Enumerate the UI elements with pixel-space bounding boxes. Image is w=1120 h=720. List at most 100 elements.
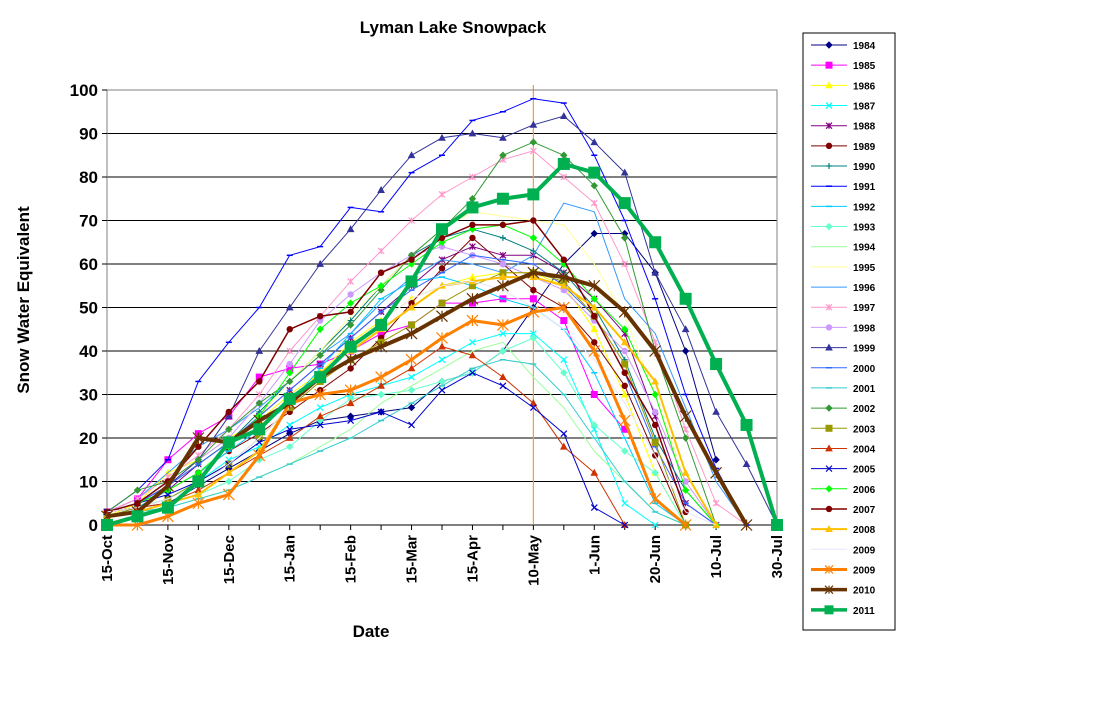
data-point bbox=[591, 339, 598, 346]
data-point bbox=[621, 369, 628, 376]
data-point bbox=[283, 392, 296, 405]
legend-item: 2008 bbox=[811, 525, 876, 536]
data-point bbox=[469, 234, 476, 242]
legend-marker bbox=[825, 102, 833, 109]
data-point bbox=[438, 342, 446, 350]
data-point bbox=[560, 369, 568, 377]
legend-label: 1985 bbox=[853, 61, 876, 72]
data-point bbox=[560, 317, 568, 325]
y-tick-label: 50 bbox=[79, 299, 98, 318]
data-point bbox=[529, 138, 538, 146]
series-line bbox=[106, 219, 687, 513]
x-tick-label: 15-Mar bbox=[404, 535, 421, 584]
legend-label: 1997 bbox=[853, 303, 876, 314]
legend-label: 1996 bbox=[853, 283, 876, 294]
data-point bbox=[588, 166, 601, 179]
data-point bbox=[346, 399, 355, 407]
data-point bbox=[529, 330, 537, 338]
x-tick-label: 10-Jul bbox=[708, 535, 725, 578]
data-point bbox=[621, 260, 629, 268]
legend-item: 2009 bbox=[811, 545, 876, 556]
legend-marker bbox=[825, 303, 833, 311]
data-point bbox=[255, 399, 263, 407]
y-tick-label: 70 bbox=[79, 212, 98, 231]
y-tick-label: 100 bbox=[70, 81, 98, 100]
legend-label: 1986 bbox=[853, 81, 876, 92]
data-point bbox=[621, 325, 629, 333]
x-tick-label: 15-Jan bbox=[282, 535, 299, 583]
data-point bbox=[377, 286, 385, 294]
data-point bbox=[469, 221, 476, 229]
data-point bbox=[316, 351, 324, 360]
legend-marker bbox=[825, 465, 833, 473]
data-point bbox=[436, 223, 448, 236]
data-point bbox=[651, 408, 659, 416]
data-point bbox=[438, 377, 446, 386]
data-point bbox=[496, 318, 509, 331]
data-point bbox=[621, 521, 629, 529]
legend-item: 2000 bbox=[811, 364, 876, 375]
legend-item: 1999 bbox=[811, 343, 876, 355]
y-tick-label: 20 bbox=[79, 429, 98, 448]
data-point bbox=[621, 347, 628, 355]
legend-item: 1988 bbox=[811, 122, 876, 133]
x-tick-label: 20-Jun bbox=[647, 535, 664, 583]
data-point bbox=[225, 425, 233, 434]
data-point bbox=[649, 492, 662, 505]
data-point bbox=[590, 303, 599, 311]
data-point bbox=[438, 265, 446, 272]
data-point bbox=[499, 221, 507, 229]
legend-item: 1992 bbox=[811, 202, 876, 213]
data-point bbox=[316, 325, 324, 333]
data-point bbox=[194, 490, 203, 498]
data-point bbox=[346, 299, 355, 307]
data-point bbox=[590, 295, 598, 303]
data-point bbox=[377, 269, 385, 276]
data-point bbox=[466, 314, 479, 327]
data-point bbox=[496, 192, 509, 205]
legend-label: 1984 bbox=[853, 41, 876, 52]
data-point bbox=[344, 384, 357, 397]
data-point bbox=[621, 447, 629, 455]
series-2009 bbox=[101, 301, 692, 531]
data-point bbox=[529, 120, 538, 128]
data-point bbox=[559, 281, 568, 289]
series-line bbox=[106, 372, 625, 526]
data-point bbox=[316, 313, 324, 320]
legend-item: 2006 bbox=[811, 485, 876, 496]
data-point bbox=[375, 318, 388, 331]
legend-item: 1994 bbox=[811, 243, 876, 254]
y-tick-label: 60 bbox=[79, 255, 98, 274]
data-point bbox=[590, 391, 598, 398]
data-point bbox=[222, 436, 235, 449]
data-point bbox=[286, 425, 294, 433]
legend-label: 2000 bbox=[853, 364, 876, 375]
data-point bbox=[253, 423, 266, 436]
data-point bbox=[560, 356, 568, 364]
data-point bbox=[771, 519, 783, 531]
data-point bbox=[255, 346, 264, 354]
legend-label: 2007 bbox=[853, 505, 876, 516]
data-point bbox=[192, 475, 205, 488]
data-point bbox=[499, 330, 507, 338]
data-point bbox=[621, 360, 629, 368]
data-point bbox=[192, 432, 205, 444]
data-point bbox=[468, 129, 477, 137]
data-point bbox=[681, 347, 690, 355]
legend-marker bbox=[825, 41, 833, 49]
x-axis-ticks: 15-Oct 15-Nov 15-Dec 15-Jan 15-Feb 15-Mar 15-A… bbox=[99, 525, 786, 586]
data-point bbox=[256, 378, 263, 385]
data-point bbox=[347, 308, 354, 316]
x-axis-label: Date bbox=[353, 622, 390, 641]
data-point bbox=[651, 438, 659, 446]
legend-label: 1994 bbox=[853, 243, 876, 254]
data-point bbox=[529, 404, 537, 411]
y-tick-label: 80 bbox=[79, 168, 98, 187]
data-point bbox=[591, 313, 598, 320]
series-2007 bbox=[103, 217, 689, 516]
legend-label: 1990 bbox=[853, 162, 876, 173]
data-point bbox=[344, 340, 357, 353]
legend-label: 2004 bbox=[853, 444, 876, 455]
series-2011 bbox=[101, 157, 783, 531]
